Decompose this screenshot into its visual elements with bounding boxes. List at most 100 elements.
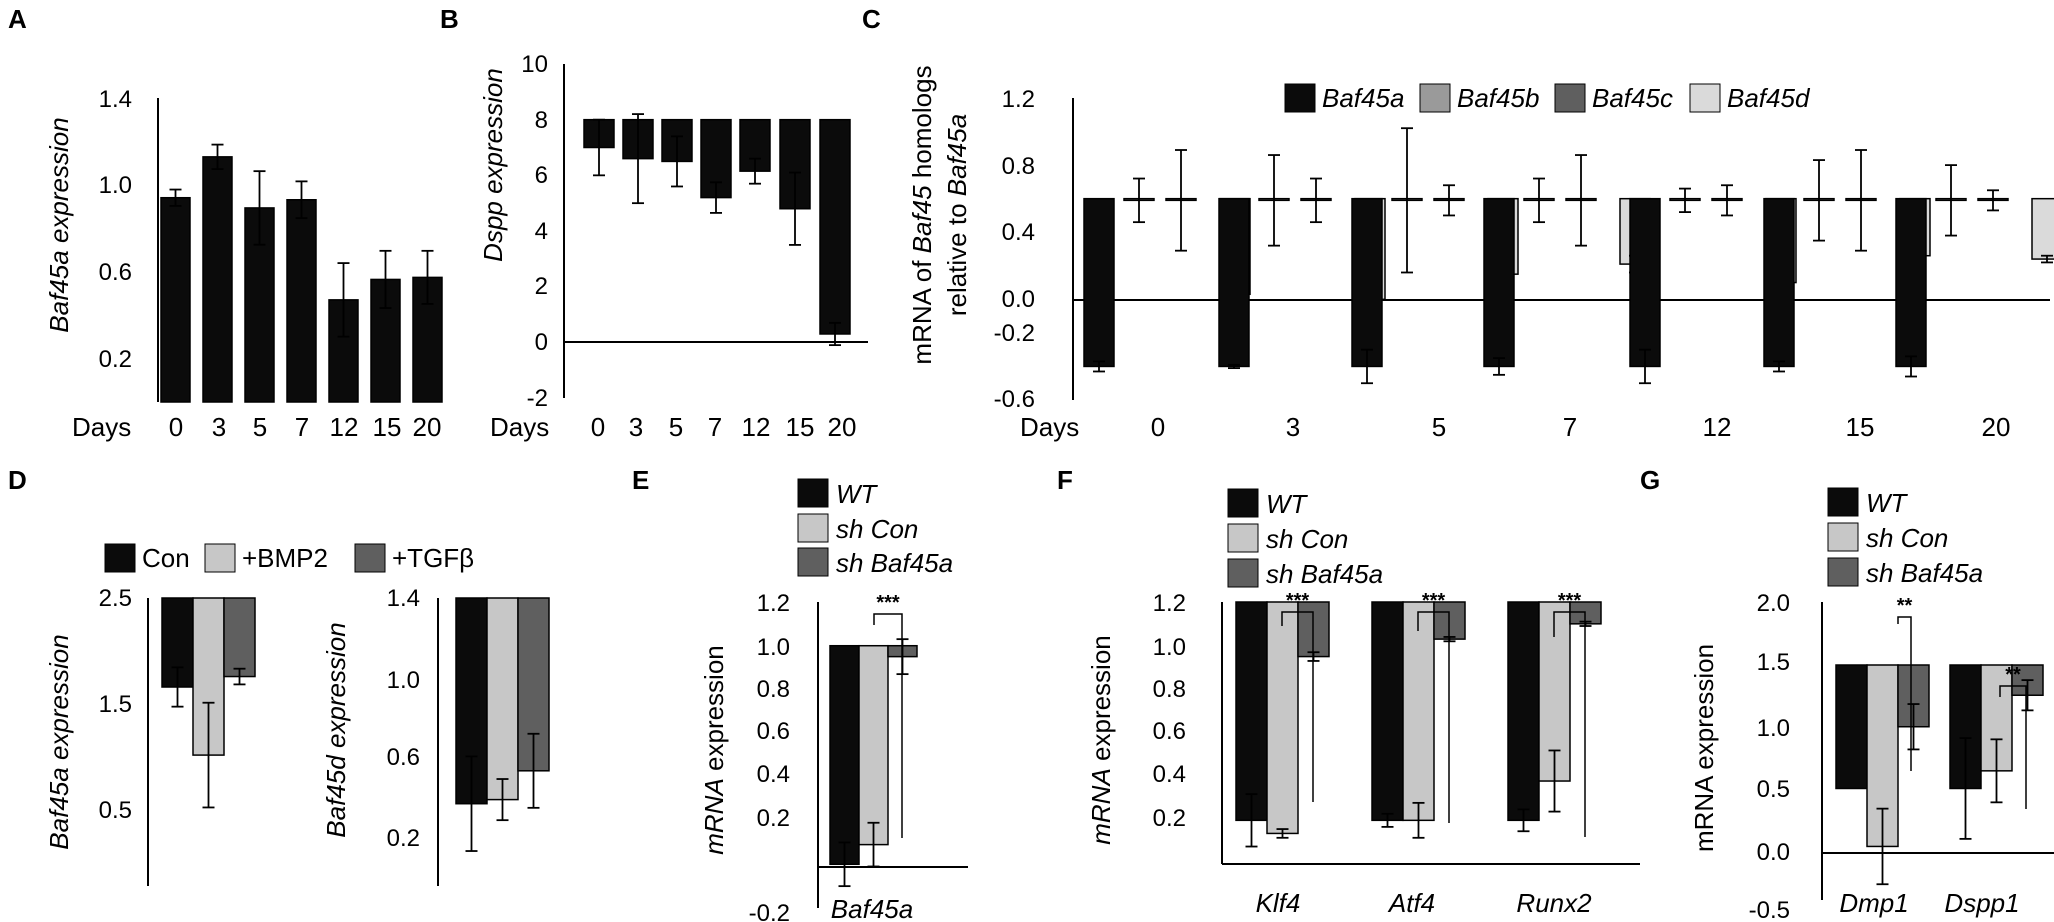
panel-f-yticks: 1.2 1.0 0.8 0.6 0.4 0.2 <box>1153 590 1186 832</box>
panel-d-left-ytick: 0.5 <box>99 797 132 824</box>
panel-a-xlabel: Days <box>72 412 131 442</box>
legend-label-con: Con <box>142 543 190 573</box>
legend-swatch-baf45c <box>1554 83 1586 113</box>
panel-c-xlabel: Days <box>1020 412 1079 442</box>
panel-f-bar-sh-con <box>1402 601 1435 822</box>
legend-swatch-baf45a <box>1284 83 1316 113</box>
panel-f-ylabel: mRNA expression <box>1086 635 1116 845</box>
legend-swatch-sh-baf45a <box>1227 558 1259 588</box>
panel-f-ytick: 0.8 <box>1153 676 1186 703</box>
panel-c-bar-baf45a <box>1629 197 1661 368</box>
panel-a-bar <box>160 196 191 403</box>
panel-a-bar <box>370 278 401 403</box>
legend-swatch-tgfb <box>354 543 386 573</box>
panel-label-d: D <box>8 465 27 495</box>
panel-f-xtick: Runx2 <box>1516 888 1592 918</box>
panel-c-xtick: 15 <box>1846 412 1875 442</box>
panel-d-left-ytick: 2.5 <box>99 585 132 612</box>
legend-label-sh-con: sh Con <box>1266 524 1348 554</box>
legend-label-sh-baf45a: sh Baf45a <box>836 548 953 578</box>
panel-c-yticks: 1.2 0.8 0.4 0.0 -0.2 -0.6 <box>994 86 1035 413</box>
panel-a-xtick: 7 <box>295 412 309 442</box>
panel-e-ytick: 0.8 <box>757 676 790 703</box>
panel-f-ytick: 0.4 <box>1153 761 1186 788</box>
panel-d-right-ytick: 0.6 <box>387 744 420 771</box>
legend-label-sh-con: sh Con <box>1866 523 1948 553</box>
panel-label-f: F <box>1057 465 1073 495</box>
panel-c-bar-baf45a <box>1895 197 1927 368</box>
legend-swatch-wt <box>1227 488 1259 518</box>
panel-g-significance-bracket <box>1897 616 1912 771</box>
panel-f-chart: WT sh Con sh Baf45a mRNA expression 1.2 … <box>1086 488 1640 918</box>
legend-label-wt: WT <box>836 479 879 509</box>
panel-f-significance-label: *** <box>1422 590 1446 612</box>
panel-b-xtick: 5 <box>669 412 683 442</box>
legend-swatch-wt <box>797 478 829 508</box>
panel-e-xtick: Baf45a <box>831 894 913 922</box>
panel-b-ytick: 2 <box>535 273 548 300</box>
panel-b-ylabel: Dspp expression <box>478 68 508 262</box>
panel-f-ytick: 1.0 <box>1153 634 1186 661</box>
panel-c-bar-baf45d <box>2031 197 2054 260</box>
panel-d-left-ytick: 1.5 <box>99 691 132 718</box>
panel-g-bar-wt <box>1835 664 1868 790</box>
panel-e-ytick: 1.2 <box>757 590 790 617</box>
panel-b-chart: Dspp expression 10 8 6 4 2 0 -2 Days 0 3… <box>478 51 868 442</box>
panel-b-xtick: 20 <box>828 412 857 442</box>
panel-c-xtick: 0 <box>1151 412 1165 442</box>
legend-swatch-bmp2 <box>204 543 236 573</box>
legend-label-sh-baf45a: sh Baf45a <box>1866 558 1983 588</box>
panel-label-c: C <box>862 4 881 34</box>
panel-label-b: B <box>440 4 459 34</box>
panel-f-bar-wt <box>1371 601 1404 822</box>
panel-g-ytick: 2.0 <box>1757 590 1790 617</box>
panel-label-e: E <box>632 465 649 495</box>
panel-b-ytick: 4 <box>535 218 548 245</box>
panel-d-left-ylabel: Baf45a expression <box>44 634 74 849</box>
panel-b-ytick: 6 <box>535 162 548 189</box>
panel-c-xtick: 5 <box>1432 412 1446 442</box>
panel-label-a: A <box>8 4 27 34</box>
panel-b-xlabel: Days <box>490 412 549 442</box>
panel-c-legend: Baf45a Baf45b Baf45c Baf45d <box>1284 83 1811 113</box>
panel-c-bar-baf45a <box>1218 197 1250 368</box>
panel-d-left-yticks: 2.5 1.5 0.5 <box>99 585 132 824</box>
panel-g-xtick: Dspp1 <box>1944 888 2019 918</box>
panel-e-bar-sh-con <box>858 644 889 846</box>
panel-d-left-bar-bmp2 <box>192 597 225 756</box>
panel-e-significance-label: *** <box>876 592 900 614</box>
panel-f-legend: WT sh Con sh Baf45a <box>1227 488 1383 589</box>
panel-g-bar-sh-con <box>1980 664 2013 772</box>
panel-g-xtick: Dmp1 <box>1839 888 1908 918</box>
panel-a-ylabel: Baf45a expression <box>44 117 74 332</box>
panel-a-chart: Baf45a expression 1.4 1.0 0.6 0.2 Days 0… <box>44 86 443 442</box>
panel-a-xtick: 0 <box>169 412 183 442</box>
panel-e-yticks: 1.2 1.0 0.8 0.6 0.4 0.2 -0.2 <box>749 590 790 922</box>
panel-f-bar-sh-con <box>1266 601 1299 835</box>
legend-swatch-baf45d <box>1689 83 1721 113</box>
panel-a-bar <box>328 299 359 403</box>
panel-b-xtick: 0 <box>591 412 605 442</box>
panel-d-right-ytick: 0.2 <box>387 825 420 852</box>
panel-c-ytick: -0.2 <box>994 320 1035 347</box>
panel-f-bar-wt <box>1235 601 1268 822</box>
panel-e-significance-bracket <box>873 613 903 838</box>
panel-b-ytick: -2 <box>527 385 548 412</box>
panel-g-ytick: 0.5 <box>1757 776 1790 803</box>
panel-b-ytick: 0 <box>535 329 548 356</box>
panel-a-xtick: 20 <box>413 412 442 442</box>
legend-swatch-sh-con <box>1227 523 1259 553</box>
panel-g-significance-label: ** <box>2005 664 2021 686</box>
panel-g-significance-bracket <box>1999 685 2027 809</box>
legend-swatch-baf45b <box>1419 83 1451 113</box>
panel-c-xtick: 7 <box>1563 412 1577 442</box>
panel-e-legend: WT sh Con sh Baf45a <box>797 478 953 578</box>
panel-g-significance-label: ** <box>1897 595 1913 617</box>
panel-b-xtick: 15 <box>786 412 815 442</box>
panel-g-ylabel: mRNA expression <box>1689 644 1719 852</box>
panel-b-xtick: 7 <box>708 412 722 442</box>
panel-f-ytick: 0.6 <box>1153 718 1186 745</box>
panel-d-right-ytick: 1.0 <box>387 667 420 694</box>
panel-c-ylabel-line2: relative to Baf45a <box>942 114 972 316</box>
